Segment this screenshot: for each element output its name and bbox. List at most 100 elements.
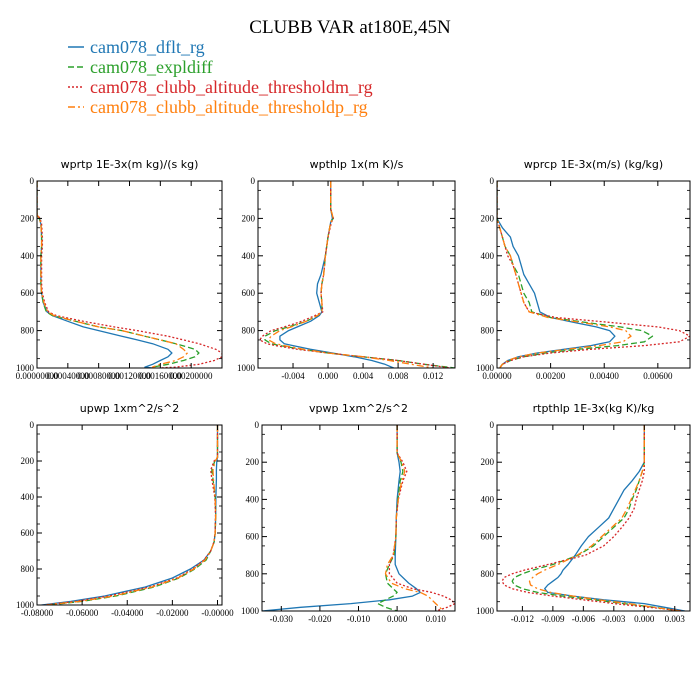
series-line — [48, 425, 219, 605]
series-line — [259, 181, 451, 368]
x-tick-label: 0.00200000 — [170, 371, 213, 381]
series-line — [264, 181, 455, 368]
series-line — [37, 181, 200, 368]
figure-title: CLUBB VAR at180E,45N — [249, 17, 451, 38]
panel-title: vpwp 1xm^2/s^2 — [309, 402, 408, 415]
x-tick-label: -0.06000 — [66, 608, 99, 618]
series-line — [544, 425, 686, 611]
x-tick-label: -0.020 — [308, 614, 332, 624]
chart-panel: rtpthlp 1E-3x(kg K)/kg 0 200 400 600 800 1000 -… — [476, 402, 691, 624]
y-tick-label: 200 — [242, 213, 256, 223]
panels: wprtp 1E-3x(m kg)/(s kg) 0 200 400 600 800 100… — [16, 158, 691, 624]
chart-panel: wprtp 1E-3x(m kg)/(s kg) 0 200 400 600 800 100… — [16, 158, 223, 381]
y-tick-label: 200 — [21, 213, 35, 223]
x-tick-label: 0.010 — [426, 614, 447, 624]
x-tick-label: 0.004 — [353, 371, 374, 381]
x-tick-label: -0.02000 — [156, 608, 189, 618]
series-line — [497, 181, 690, 368]
y-tick-label: 1000 — [16, 363, 35, 373]
y-tick-label: 200 — [21, 456, 35, 466]
series-line — [43, 425, 219, 605]
chart-panel: wpthlp 1x(m K)/s 0 200 400 600 800 1000 -0.004 0… — [237, 158, 456, 381]
x-tick-label: -0.003 — [602, 614, 626, 624]
x-tick-label: -0.006 — [572, 614, 596, 624]
x-tick-label: 0.00400 — [590, 371, 620, 381]
x-tick-label: 0.012 — [423, 371, 443, 381]
y-tick-label: 800 — [481, 569, 495, 579]
y-tick-label: 800 — [246, 569, 260, 579]
series-line — [37, 181, 188, 368]
series-line — [388, 425, 455, 611]
legend-entry: cam078_dflt_rg — [90, 37, 205, 57]
y-tick-label: 400 — [246, 494, 260, 504]
x-tick-label: -0.009 — [541, 614, 565, 624]
x-tick-label: -0.08000 — [21, 608, 54, 618]
x-tick-label: 0.000 — [634, 614, 655, 624]
x-tick-label: -0.030 — [270, 614, 294, 624]
y-tick-label: 0 — [255, 420, 260, 430]
plot-frame — [261, 424, 456, 612]
x-tick-label: 0.00000000 — [16, 371, 59, 381]
legend: cam078_dflt_rgcam078_expldiffcam078_club… — [68, 37, 373, 117]
y-tick-label: 1000 — [237, 363, 256, 373]
series-line — [501, 425, 683, 611]
panel-title: wprcp 1E-3x(m/s) (kg/kg) — [524, 158, 663, 171]
series-line — [279, 181, 394, 368]
x-tick-label: -0.004 — [281, 371, 305, 381]
series-line — [384, 425, 444, 611]
panel-title: upwp 1xm^2/s^2 — [80, 402, 180, 415]
y-tick-label: 400 — [21, 492, 35, 502]
x-tick-label: -0.00000 — [201, 608, 234, 618]
x-tick-label: -0.010 — [347, 614, 371, 624]
x-tick-label: 0.008 — [388, 371, 409, 381]
x-tick-label: 0.00120000 — [108, 371, 151, 381]
x-tick-label: 0.00160000 — [139, 371, 182, 381]
chart-panel: upwp 1xm^2/s^2 0 200 400 600 800 1000-0.08000 -… — [16, 402, 234, 618]
series-line — [377, 425, 404, 611]
y-tick-label: 400 — [481, 251, 495, 261]
y-tick-label: 800 — [21, 326, 35, 336]
series-line — [267, 181, 434, 368]
chart-panel: wprcp 1E-3x(m/s) (kg/kg) 0 200 400 600 800 100… — [476, 158, 691, 381]
y-tick-label: 400 — [21, 251, 35, 261]
legend-entry: cam078_clubb_altitude_thresholdp_rg — [90, 97, 368, 117]
y-tick-label: 400 — [242, 251, 256, 261]
x-tick-label: -0.04000 — [111, 608, 144, 618]
y-tick-label: 600 — [21, 528, 35, 538]
x-tick-label: 0.00040000 — [46, 371, 89, 381]
plot-frame — [36, 424, 223, 606]
series-line — [528, 425, 680, 611]
series-line — [45, 425, 219, 605]
y-tick-label: 0 — [490, 176, 495, 186]
y-tick-label: 800 — [242, 326, 256, 336]
y-tick-label: 0 — [30, 420, 35, 430]
plot-frame — [496, 424, 691, 612]
y-tick-label: 1000 — [16, 600, 35, 610]
plot-frame — [496, 180, 691, 369]
plot-frame — [36, 180, 223, 369]
x-tick-label: 0.003 — [665, 614, 686, 624]
x-tick-label: 0.00000 — [482, 371, 512, 381]
series-line — [497, 181, 616, 368]
y-tick-label: 1000 — [241, 606, 260, 616]
series-line — [37, 181, 173, 368]
y-tick-label: 600 — [481, 532, 495, 542]
y-tick-label: 400 — [481, 494, 495, 504]
x-tick-label: -0.012 — [511, 614, 534, 624]
y-tick-label: 600 — [246, 532, 260, 542]
y-tick-label: 200 — [481, 457, 495, 467]
chart-panel: vpwp 1xm^2/s^2 0 200 400 600 800 1000 -0.030 -0.… — [241, 402, 456, 624]
series-line — [497, 181, 632, 368]
y-tick-label: 200 — [246, 457, 260, 467]
y-tick-label: 0 — [490, 420, 495, 430]
plot-frame — [257, 180, 456, 369]
y-tick-label: 600 — [242, 288, 256, 298]
x-tick-label: 0.00080000 — [77, 371, 120, 381]
series-line — [262, 425, 421, 611]
series-line — [41, 425, 219, 605]
y-tick-label: 200 — [481, 213, 495, 223]
series-line — [511, 425, 680, 611]
series-line — [37, 181, 222, 368]
series-line — [497, 181, 654, 368]
y-tick-label: 1000 — [476, 363, 495, 373]
